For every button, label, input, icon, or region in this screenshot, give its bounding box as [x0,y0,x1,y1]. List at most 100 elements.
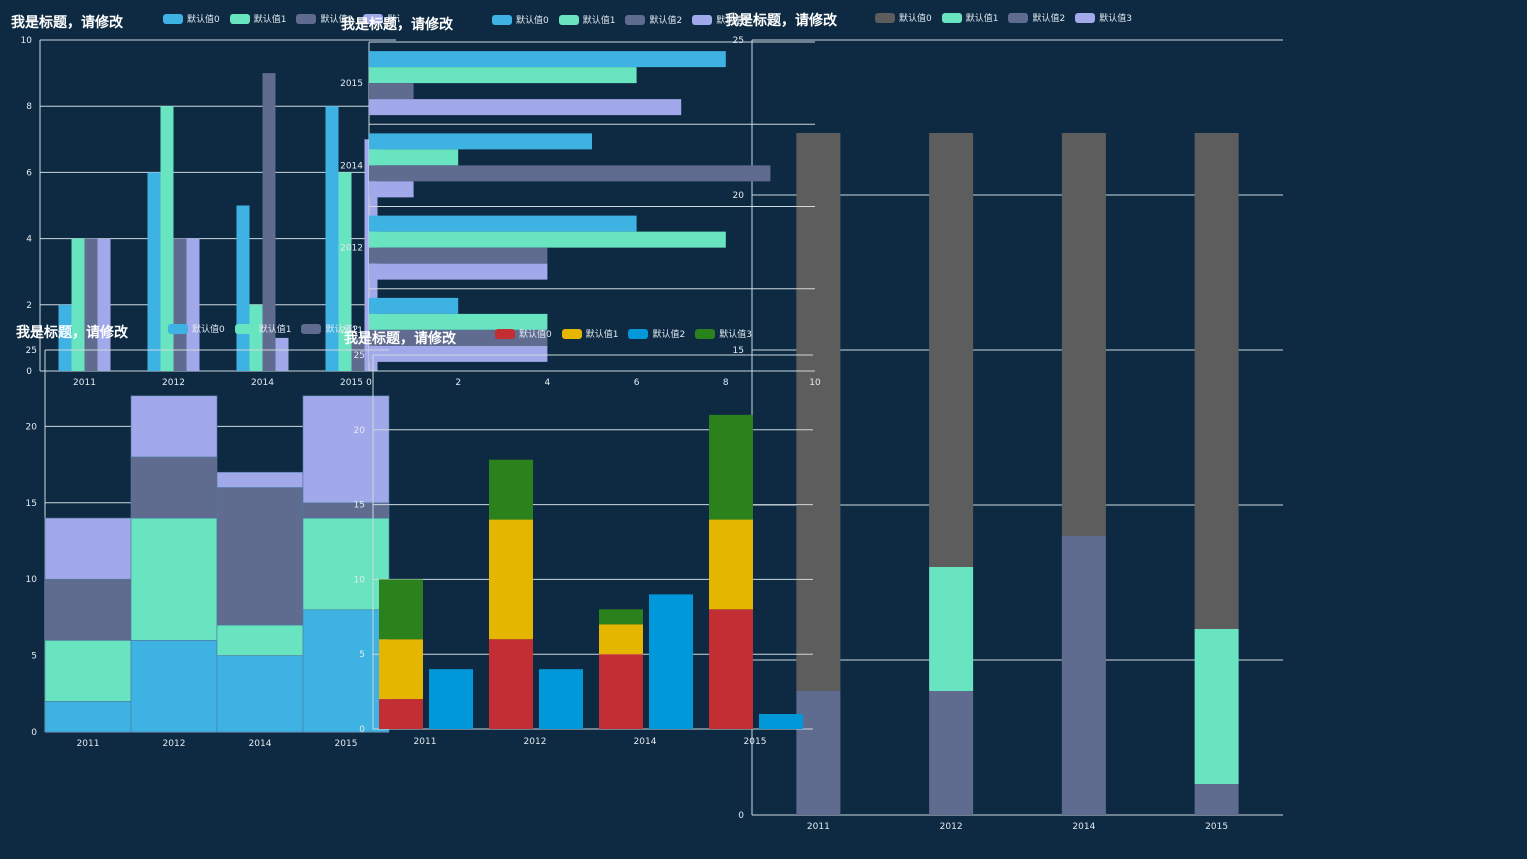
legend-swatch [558,14,579,25]
y-tick-label: 0 [359,725,365,735]
bar [369,83,414,100]
y-tick-label: 25 [26,346,37,356]
bar-segment [489,459,533,520]
y-tick-label: 5 [359,650,365,660]
bar [369,247,548,264]
y-tick-label: 6 [26,168,32,178]
bar-segment [1061,133,1106,536]
legend-item[interactable]: 默认值0 [875,11,932,24]
chart-legend[interactable]: 默认值0 默认值1 默认值2 默认值3 [875,11,1132,24]
bar [262,73,276,371]
x-tick-label: 8 [723,378,729,388]
legend-item[interactable]: 默认值3 [1075,11,1132,24]
chart-legend[interactable]: 默认值0 默认值1 默认值2 默认值3 [495,327,752,340]
chart-legend[interactable]: 默认值0 默认值1 默认值2 默认值3 [163,12,400,25]
legend-label: 默认值1 [253,15,287,25]
bar [351,337,365,371]
legend-swatch [229,13,250,24]
bar-segment [1061,536,1106,815]
legend-swatch [695,328,716,339]
legend-item[interactable]: 默认值2 [296,12,353,25]
legend-label: 默认值1 [585,330,619,340]
legend-item[interactable]: 默认值2 [301,322,358,335]
legend-item[interactable]: 默认值2 [625,13,682,26]
bar-segment [130,456,218,519]
bar [369,51,726,68]
x-tick-label: 2011 [807,822,830,832]
legend-label: 默认值1 [582,16,616,26]
bar [369,313,548,330]
legend-item[interactable]: 默认值1 [229,12,287,25]
legend-item[interactable]: 默认值1 [234,322,291,335]
x-tick-label: 2015 [744,737,767,747]
legend-label: 默认值1 [965,14,999,24]
legend-label: 默认值2 [320,15,354,25]
y-tick-label: 2 [26,301,32,311]
bar [369,149,459,166]
y-tick-label: 10 [26,575,38,585]
x-tick-label: 2 [455,378,461,388]
bar [369,215,637,232]
legend-label: 默认值0 [187,15,220,25]
y-tick-label: 2015 [340,79,363,89]
bar [97,238,111,371]
legend-swatch [628,328,649,339]
legend-item[interactable]: 默认值3 [363,12,400,25]
legend-item[interactable]: 默认值3 [692,13,749,26]
legend-swatch [561,328,582,339]
bar-segment [709,414,753,520]
chart-legend[interactable]: 默认值0 默认值1 默认值2 默认值3 [492,13,749,26]
bar-segment [216,471,304,488]
legend-swatch [168,323,188,334]
bar-segment [130,517,218,641]
legend-item[interactable]: 默认值0 [495,327,552,340]
x-tick-label: 2014 [1072,822,1095,832]
bar [338,172,352,371]
legend-item[interactable]: 默认值0 [168,322,225,335]
legend-swatch [1075,12,1096,23]
legend-item[interactable]: 默认值0 [163,12,220,25]
legend-item[interactable]: 默认值1 [561,327,619,340]
legend-label: 默认值3 [1099,14,1132,24]
bar-segment [44,640,132,702]
legend-label: 默认值2 [325,325,359,335]
legend-swatch [941,12,962,23]
y-tick-label: 0 [26,367,32,377]
legend-item[interactable]: 默认值0 [492,13,549,26]
y-tick-label: 8 [26,102,32,112]
bar [275,337,289,371]
bar-segment [709,609,753,729]
bar [369,345,548,362]
bar-segment [130,640,218,733]
bar [369,297,459,314]
chart-partial-stacked: 我是标题，请修改 默认值0 默认值1 默认值2 默认值3 0 5 10 15 20 25 2011… [343,318,823,758]
chart-legend[interactable]: 默认值0 默认值1 默认值2 [168,322,358,335]
legend-swatch [296,13,317,24]
bar-segment [489,519,533,640]
x-tick-label: 2012 [524,737,547,747]
chart-stacked-left: 我是标题，请修改 默认值0 默认值1 默认值2 0 5 10 15 20 25 2011 2012… [0,318,400,758]
x-tick-label: 2014 [251,378,274,388]
legend-label: 默认值2 [1032,14,1066,24]
bar-segment [216,655,304,733]
legend-item[interactable]: 默认值3 [695,327,752,340]
bar-segment [379,579,423,640]
x-tick-label: 2011 [77,739,100,749]
y-tick-label: 2011 [340,326,363,336]
legend-item[interactable]: 默认值1 [558,13,616,26]
bar-segment [1194,133,1239,629]
legend-item[interactable]: 默认值2 [1008,11,1065,24]
bar-segment [216,487,304,626]
legend-swatch [625,14,646,25]
bar-segment [929,133,974,567]
bar-segment [796,691,841,815]
legend-item[interactable]: 默认值1 [941,11,999,24]
bar-segment [599,609,643,625]
x-tick-label: 2012 [940,822,963,832]
legend-label: 默认值0 [899,14,932,24]
legend-item[interactable]: 默认值2 [628,327,685,340]
bar-segment [796,133,841,691]
legend-swatch [1008,12,1029,23]
chart-title: 我是标题，请修改 [725,13,837,29]
